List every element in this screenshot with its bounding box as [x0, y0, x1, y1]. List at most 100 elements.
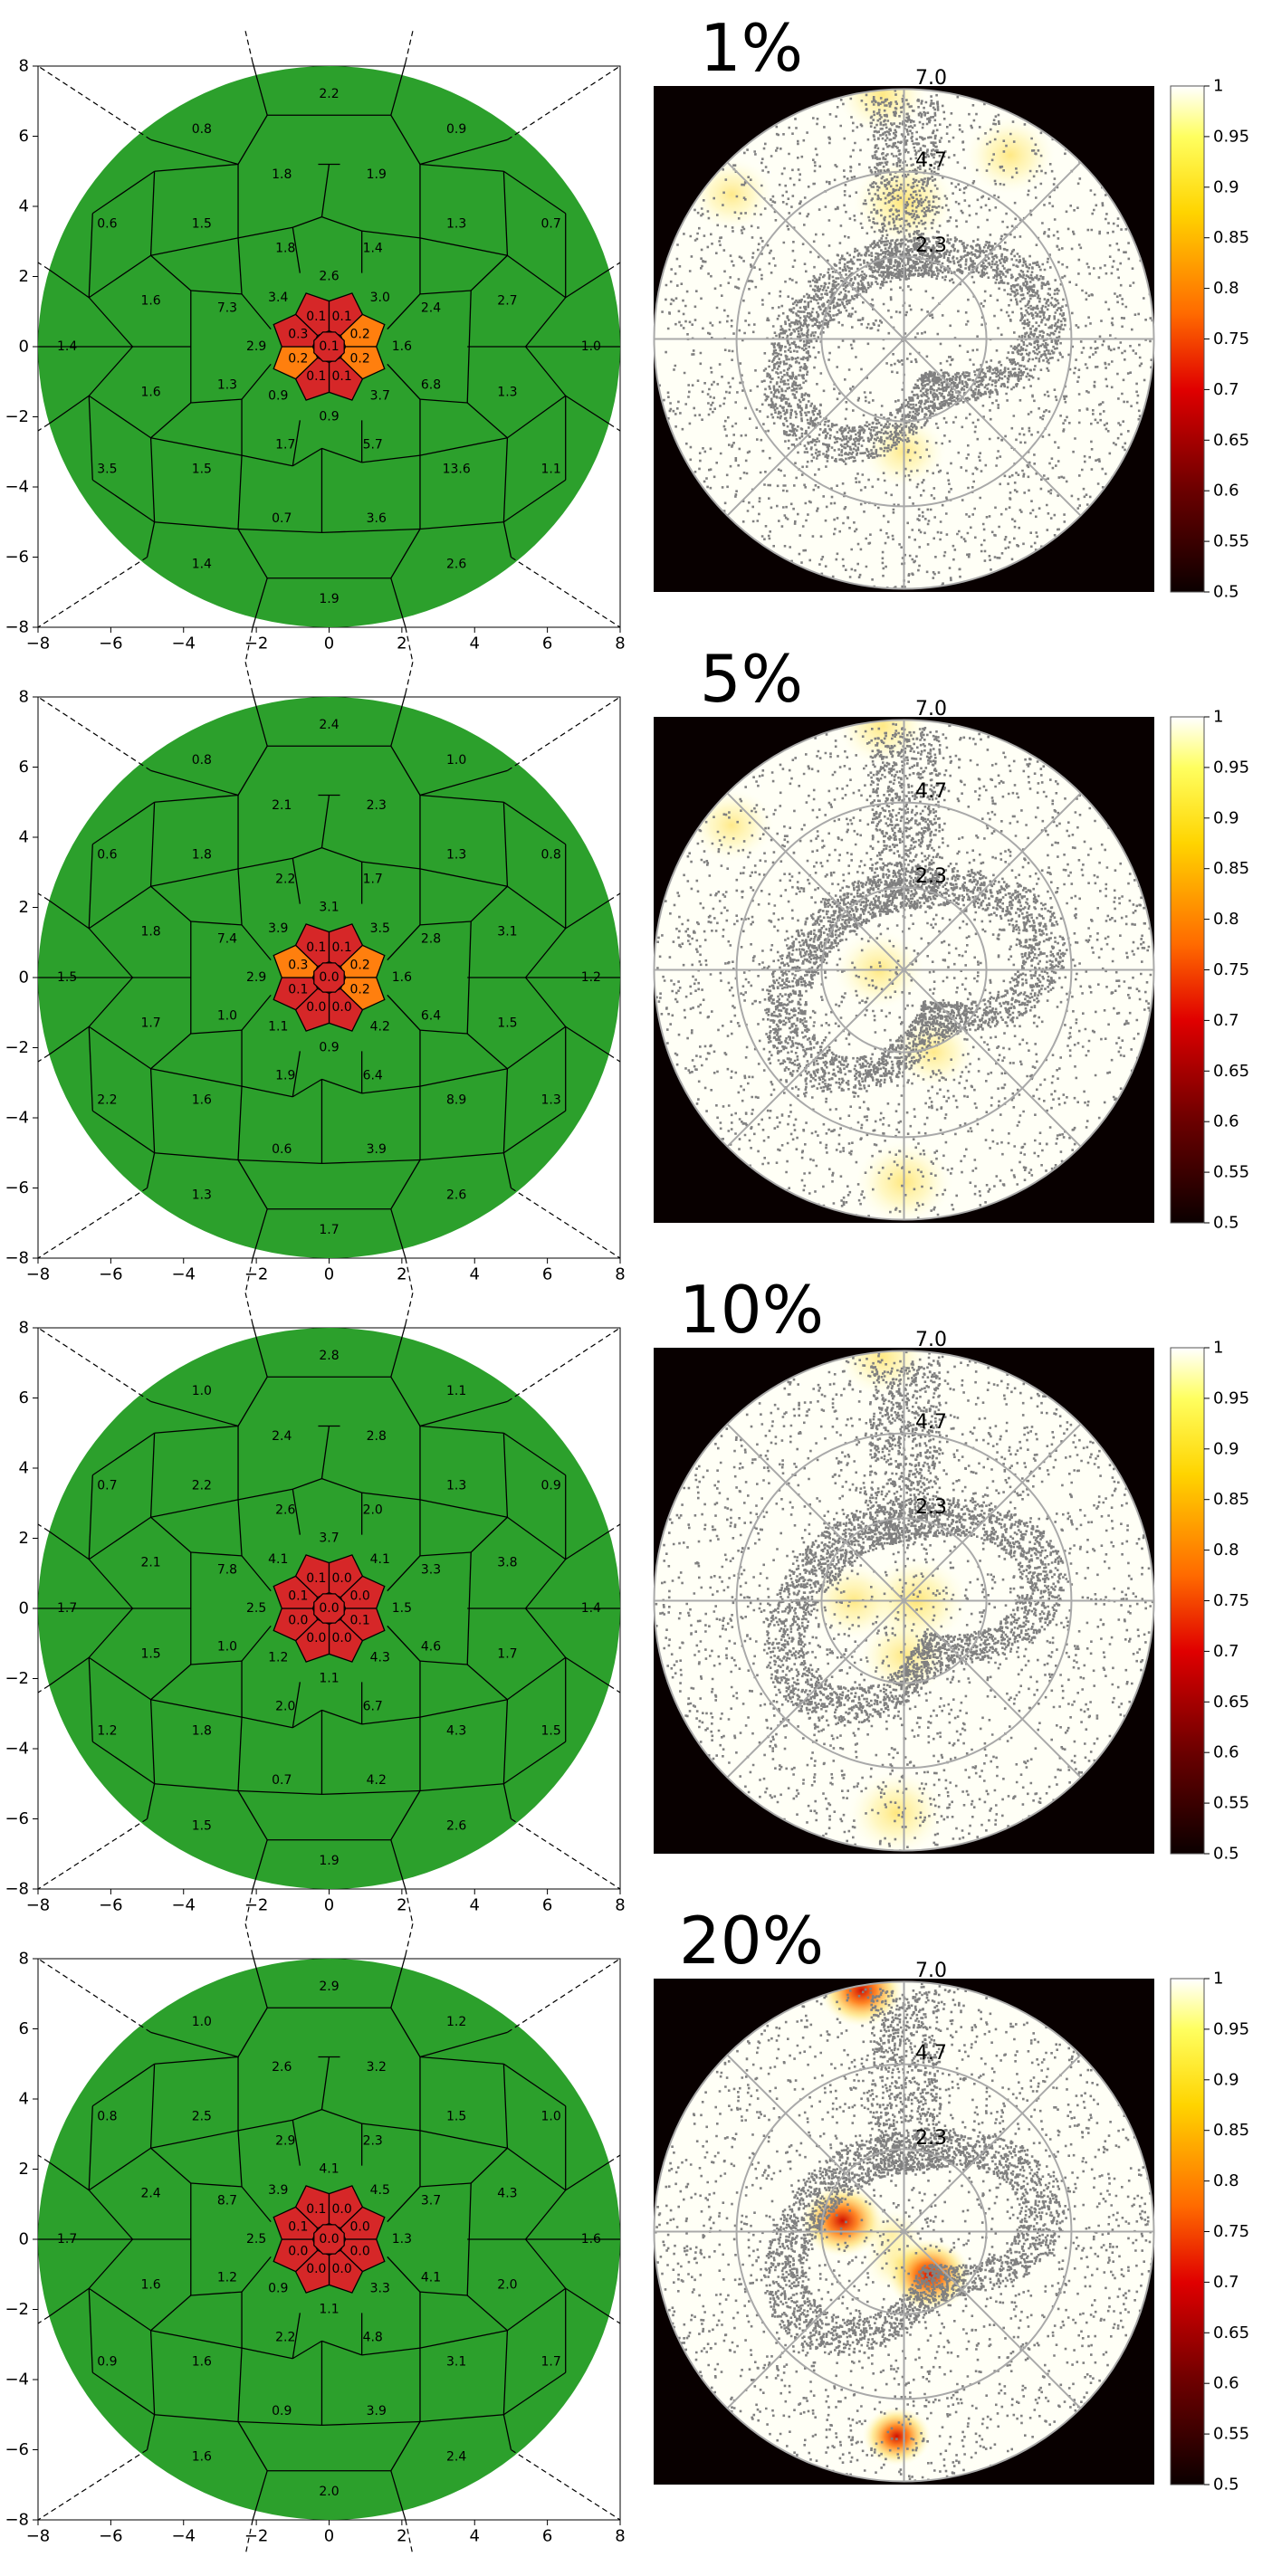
voronoi-edge: [88, 254, 151, 299]
cell-value-label: 4.3: [370, 1650, 390, 1665]
colorbar-tick-label: 0.95: [1213, 127, 1249, 146]
voronoi-edge-dashed: [37, 1187, 148, 1259]
center-cell: [313, 1593, 345, 1624]
cell-value-label: 3.7: [370, 388, 390, 403]
x-tick-label: 4: [470, 634, 480, 654]
voronoi-edge: [321, 1709, 362, 1725]
panel-4: 2.9 1.0 1.2 2.6 3.2 0.8 2.5 1.5 1.0 2.9 2.3 4.1 2.4 4…: [5, 1903, 1249, 2555]
colorbar-tick-label: 0.95: [1213, 1388, 1249, 1407]
colorbar-tick-label: 0.65: [1213, 2323, 1249, 2342]
cell-value-label: 1.5: [497, 1016, 517, 1030]
cell-value-label: 1.8: [272, 167, 292, 182]
cell-value-label: 3.3: [370, 2281, 390, 2295]
cell-value-label: 8.9: [446, 1093, 466, 1108]
voronoi-edge: [190, 2291, 243, 2296]
center-ring-value: 0.1: [332, 940, 352, 955]
cell-value-label: 4.1: [370, 1552, 390, 1567]
voronoi-edge: [91, 801, 155, 845]
voronoi-edge-dashed: [244, 1888, 253, 1924]
voronoi-edge: [88, 2190, 133, 2240]
voronoi-edge: [48, 900, 90, 930]
voronoi-edge: [88, 1559, 133, 1609]
colorbar-tick-label: 0.5: [1213, 1214, 1239, 1233]
x-tick-label: −2: [244, 1265, 269, 1284]
polar-spoke: [903, 792, 1082, 971]
center-ring-value: 0.0: [332, 1000, 352, 1015]
cell-value-label: 2.4: [446, 2449, 466, 2464]
voronoi-edge: [150, 1400, 239, 1427]
center-ring-value: 0.1: [306, 369, 326, 384]
y-tick-label: −6: [5, 548, 29, 567]
center-ring-value: 0.1: [332, 310, 352, 324]
polar-ring-label: 4.7: [915, 2042, 947, 2065]
colorbar-tick-label: 0.7: [1213, 380, 1239, 399]
cell-value-label: 4.8: [363, 2331, 383, 2345]
percent-title: 1%: [700, 10, 803, 86]
y-tick-label: −4: [5, 2371, 29, 2390]
cell-value-label: 2.5: [246, 2232, 266, 2247]
cell-value-label: 0.9: [319, 1041, 339, 1055]
voronoi-edge-dashed: [608, 1684, 621, 1693]
cell-value-label: 13.6: [443, 463, 471, 477]
colorbar-gradient: [1170, 1978, 1205, 2485]
voronoi-edge: [149, 2064, 156, 2149]
cell-value-label: 2.8: [367, 1429, 387, 1444]
cell-value-label: 1.9: [275, 1069, 295, 1083]
colorbar: 1 0.95 0.9 0.85 0.8 0.75 0.7 0.65 0.6 0.55 0.5: [1170, 1339, 1249, 1864]
voronoi-edge: [502, 437, 509, 522]
voronoi-edge-dashed: [37, 892, 50, 902]
percent-title: 5%: [700, 641, 803, 717]
colorbar-tick-label: 0.85: [1213, 859, 1249, 878]
voronoi-edge: [292, 858, 301, 904]
colorbar-tick-label: 0.6: [1213, 1743, 1239, 1762]
voronoi-edge: [237, 114, 268, 165]
cell-value-label: 4.3: [446, 1724, 466, 1739]
cell-value-label: 1.3: [446, 216, 466, 231]
center-ring-value: 0.1: [306, 1571, 326, 1586]
x-tick-label: 6: [542, 634, 552, 654]
voronoi-edge: [154, 2056, 239, 2065]
y-tick-label: 4: [19, 197, 29, 216]
heat-spot: [965, 116, 1056, 195]
voronoi-edge: [466, 1033, 508, 1070]
voronoi-edge: [48, 395, 90, 425]
x-tick-label: −4: [171, 2527, 196, 2546]
voronoi-edge-dashed: [37, 1054, 50, 1063]
colorbar-tick-label: 0.7: [1213, 1642, 1239, 1661]
voronoi-edges: [38, 692, 620, 1259]
voronoi-edge: [146, 1152, 156, 1188]
x-tick-label: 8: [615, 1896, 625, 1915]
polar-spoke: [726, 792, 905, 971]
y-tick-label: 6: [19, 1388, 29, 1407]
voronoi-edge: [237, 745, 268, 796]
x-tick-label: −6: [99, 2527, 123, 2546]
y-tick-label: −6: [5, 1178, 29, 1197]
cell-value-label: 4.1: [268, 1552, 288, 1567]
cell-value-label: 2.0: [275, 1700, 295, 1714]
voronoi-outer-edges: [37, 31, 621, 663]
cell-value-label: 3.4: [268, 291, 288, 305]
center-value: 0.1: [319, 339, 339, 354]
voronoi-edges: [38, 1954, 620, 2521]
cell-value-label: 3.1: [497, 925, 517, 940]
voronoi-edge: [507, 1516, 567, 1560]
voronoi-plot: 2.8 1.0 1.1 2.4 2.8 0.7 2.2 1.3 0.9 2.6 2.0 3.7 2.1 3…: [5, 1293, 626, 1924]
cell-value-label: 1.8: [192, 847, 212, 862]
cell-value-label: 0.9: [541, 1478, 561, 1493]
cell-value-label: 1.5: [57, 970, 77, 985]
voronoi-edge: [237, 2007, 268, 2057]
voronoi-edge-dashed: [37, 1684, 50, 1693]
center-ring-value: 0.2: [350, 352, 370, 367]
cell-value-label: 1.7: [319, 1223, 339, 1237]
voronoi-edge: [292, 1478, 322, 1490]
voronoi-edge: [419, 437, 508, 456]
voronoi-edge: [237, 1790, 268, 1841]
colorbar-tick-label: 0.8: [1213, 910, 1239, 929]
polar-spoke: [726, 338, 905, 517]
polar-spoke: [726, 1599, 905, 1779]
voronoi-edge: [320, 164, 330, 217]
voronoi-edge: [419, 1783, 504, 1792]
voronoi-edge: [419, 794, 504, 803]
voronoi-edge: [390, 1790, 421, 1841]
y-tick-label: 4: [19, 828, 29, 847]
